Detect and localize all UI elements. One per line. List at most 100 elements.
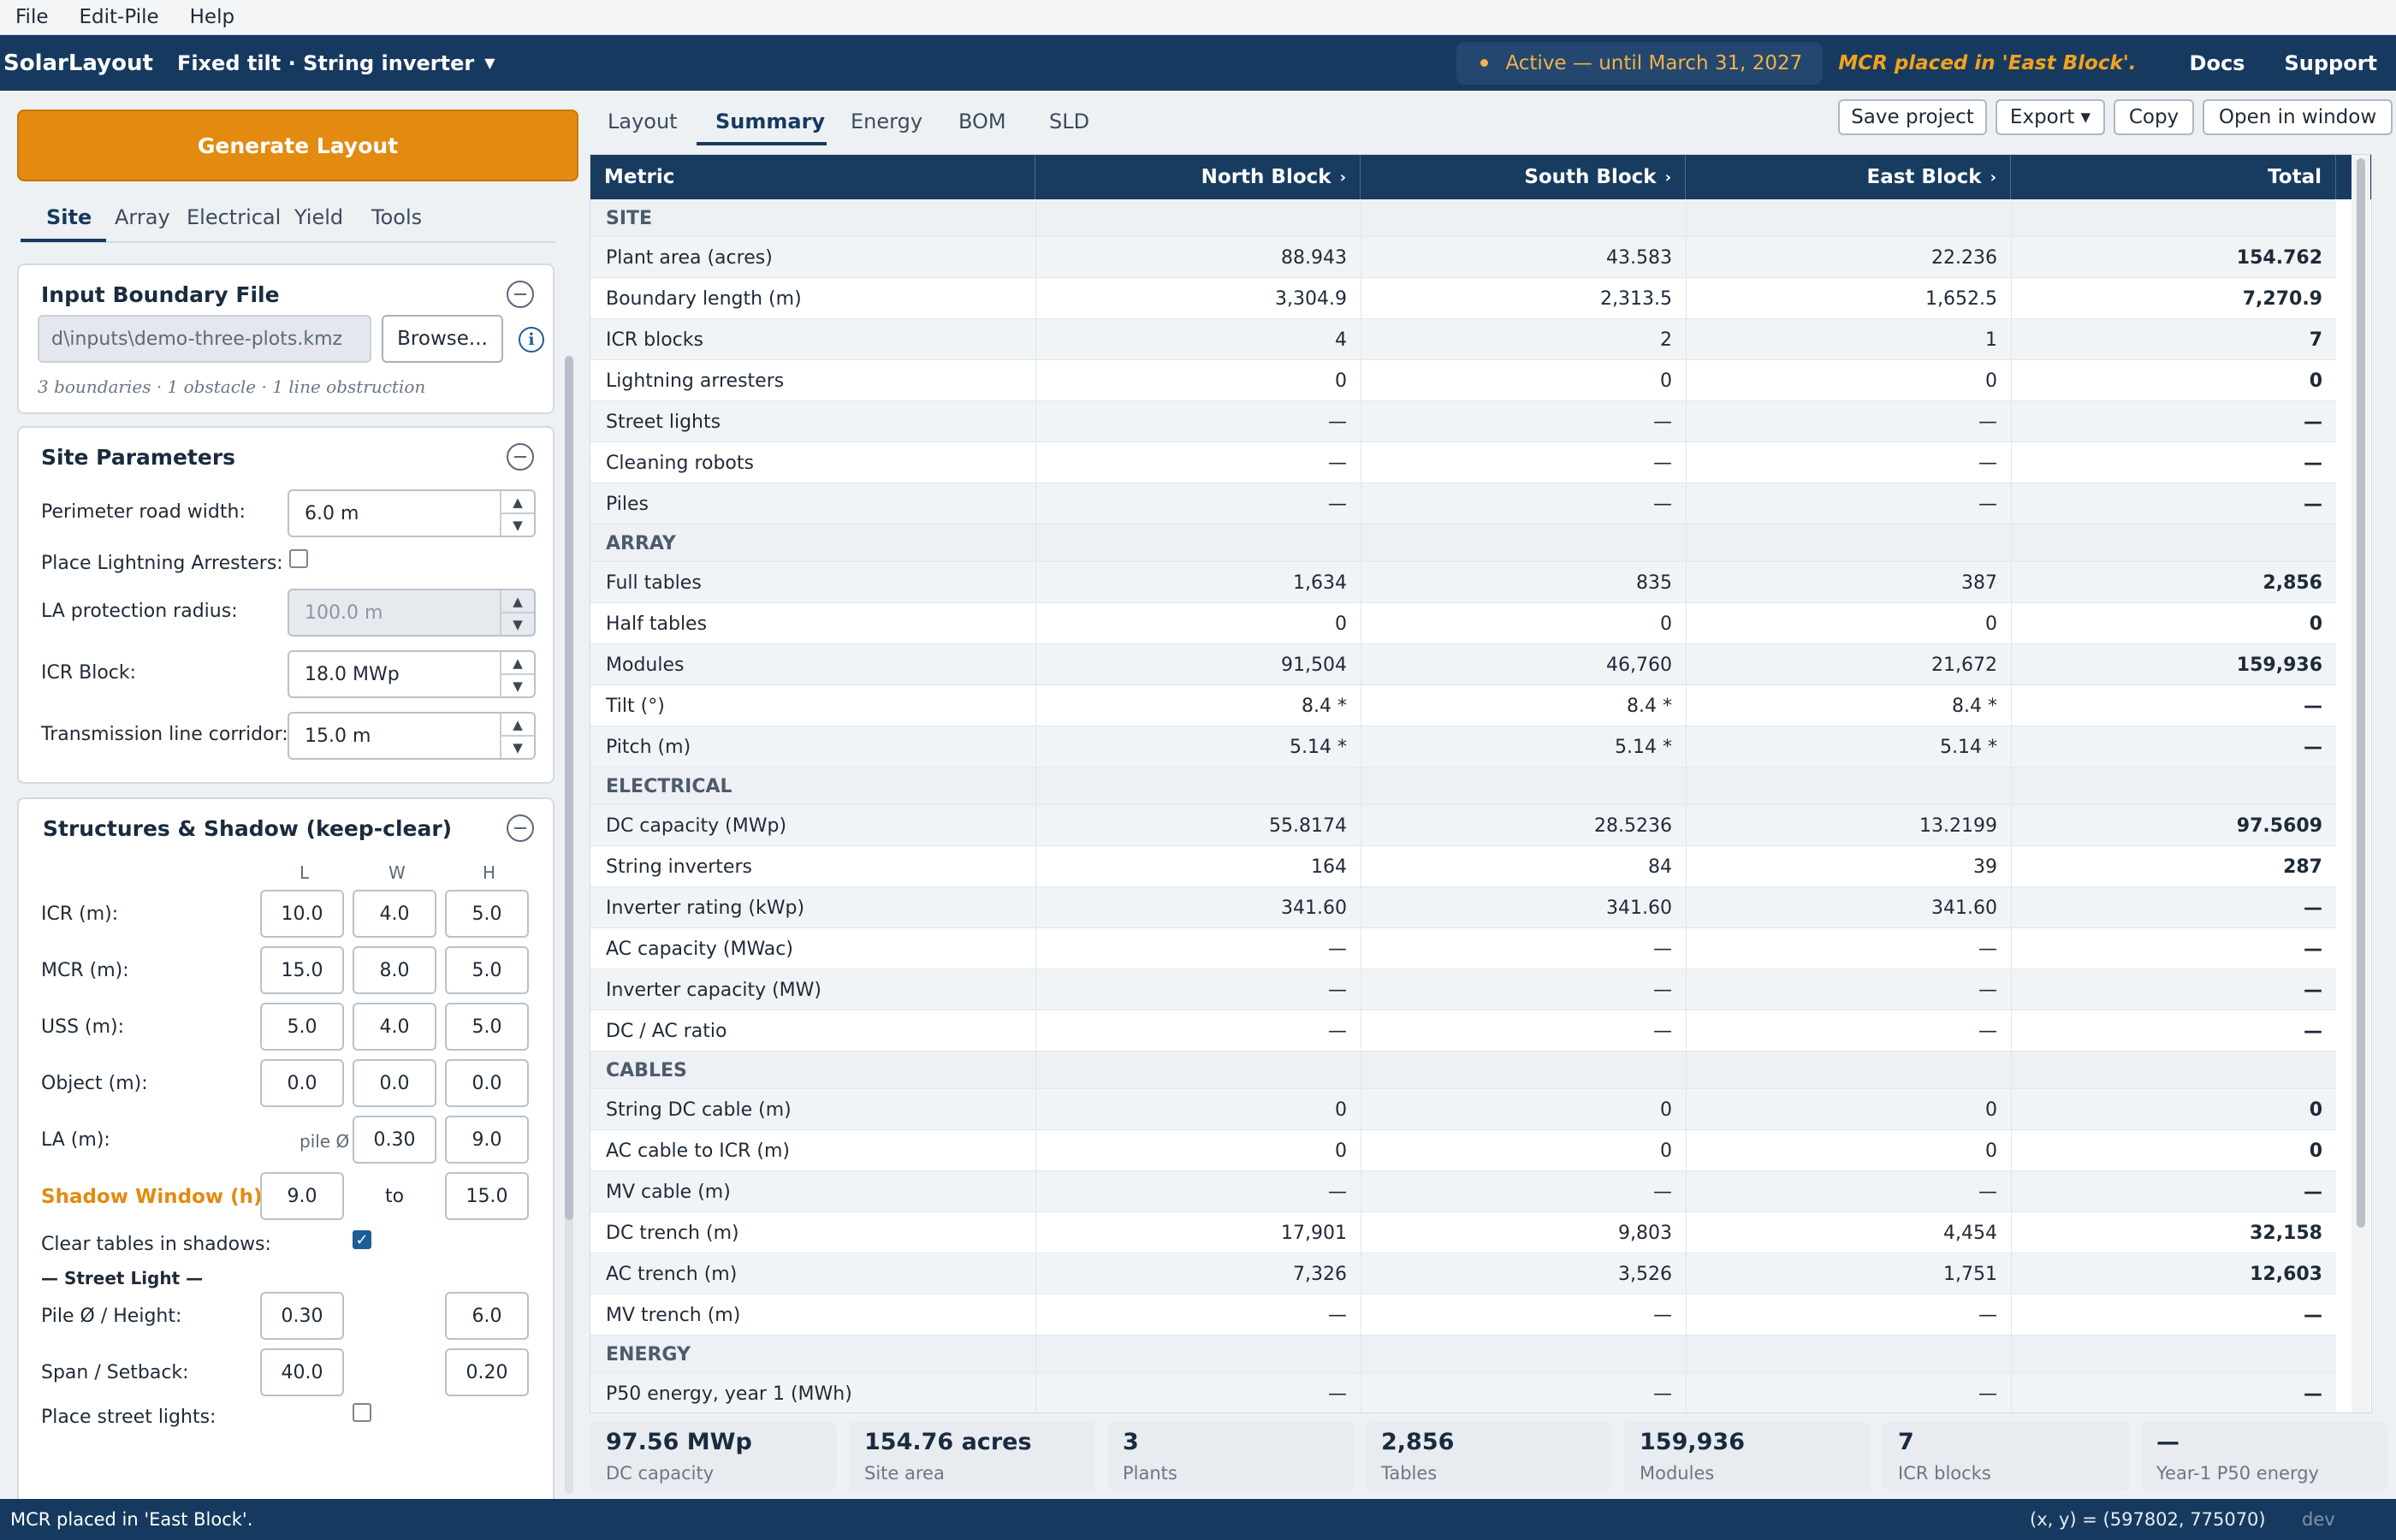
icr-length-input[interactable]: 10.0 <box>260 890 344 938</box>
chevron-up-icon[interactable]: ▲ <box>501 652 534 675</box>
left-scrollbar[interactable] <box>565 356 573 1494</box>
menu-edit-pile[interactable]: Edit-Pile <box>79 6 159 28</box>
chevron-down-icon[interactable]: ▼ <box>513 517 523 533</box>
tab-layout[interactable]: Layout <box>608 110 678 133</box>
collapse-icon[interactable] <box>507 281 534 308</box>
total-value: 0 <box>2309 1099 2322 1121</box>
object-length-input[interactable]: 0.0 <box>260 1059 344 1107</box>
menu-file[interactable]: File <box>15 6 49 28</box>
icr-width-input[interactable]: 4.0 <box>353 890 436 938</box>
card-value: 2,856 <box>1381 1429 1455 1455</box>
east-value: 13.2199 <box>1919 814 1997 837</box>
object-height-input[interactable]: 0.0 <box>445 1059 529 1107</box>
mcr-width-input[interactable]: 8.0 <box>353 946 436 994</box>
icr-block-input[interactable]: 18.0 MWp ▲ ▼ <box>288 650 536 698</box>
scroll-thumb[interactable] <box>565 356 573 1220</box>
north-value: — <box>1328 493 1347 515</box>
col-metric[interactable]: Metric <box>590 155 1035 199</box>
uss-width-input[interactable]: 4.0 <box>353 1003 436 1051</box>
chevron-up-icon[interactable]: ▲ <box>501 714 534 737</box>
metric-label: Inverter rating (kWp) <box>606 897 805 919</box>
chevron-down-icon[interactable]: ▼ <box>513 616 523 632</box>
la-radius-label: LA protection radius: <box>41 601 238 622</box>
place-street-lights-checkbox[interactable] <box>353 1403 371 1422</box>
la-radius-input[interactable]: 100.0 m ▲ ▼ <box>288 589 536 637</box>
save-project-button[interactable]: Save project <box>1838 99 1987 135</box>
south-value: 2 <box>1660 329 1672 351</box>
chevron-down-icon[interactable]: ▼ <box>513 678 523 694</box>
sl-setback-input[interactable]: 0.20 <box>445 1348 529 1396</box>
la-pile-dia-input[interactable]: 0.30 <box>353 1116 436 1164</box>
mcr-length-input[interactable]: 15.0 <box>260 946 344 994</box>
site-area-card: 154.76 acres Site area <box>849 1422 1095 1490</box>
sl-span-input[interactable]: 40.0 <box>260 1348 344 1396</box>
north-value: 55.8174 <box>1269 814 1347 837</box>
tab-summary[interactable]: Summary <box>715 110 826 133</box>
export-button[interactable]: Export ▾ <box>1996 99 2105 135</box>
table-row: AC cable to ICR (m) 0 0 0 0 <box>590 1130 2336 1171</box>
east-value: 0 <box>1985 613 1997 635</box>
tab-site[interactable]: Site <box>46 205 92 229</box>
metric-label: Pitch (m) <box>606 736 691 758</box>
uss-length-input[interactable]: 5.0 <box>260 1003 344 1051</box>
generate-layout-button[interactable]: Generate Layout <box>17 110 578 181</box>
place-la-checkbox[interactable] <box>289 549 308 568</box>
north-value: — <box>1328 1383 1347 1405</box>
plants-card: 3 Plants <box>1107 1422 1354 1490</box>
metric-label: AC trench (m) <box>606 1263 738 1285</box>
sl-height-input[interactable]: 6.0 <box>445 1292 529 1340</box>
modules-card: 159,936 Modules <box>1624 1422 1871 1490</box>
shadow-end-input[interactable]: 15.0 <box>445 1172 529 1220</box>
tab-yield[interactable]: Yield <box>294 205 344 229</box>
support-link[interactable]: Support <box>2284 50 2377 75</box>
table-row: Lightning arresters 0 0 0 0 <box>590 360 2336 401</box>
uss-height-input[interactable]: 5.0 <box>445 1003 529 1051</box>
shadow-start-input[interactable]: 9.0 <box>260 1172 344 1220</box>
clear-shadows-label: Clear tables in shadows: <box>41 1234 271 1255</box>
boundary-file-input[interactable]: d\inputs\demo-three-plots.kmz <box>38 315 371 363</box>
browse-button[interactable]: Browse... <box>382 315 503 363</box>
col-total[interactable]: Total <box>2011 155 2336 199</box>
tab-array[interactable]: Array <box>115 205 170 229</box>
la-height-input[interactable]: 9.0 <box>445 1116 529 1164</box>
chevron-up-icon[interactable]: ▲ <box>501 491 534 514</box>
perimeter-label: Perimeter road width: <box>41 501 246 523</box>
scroll-thumb[interactable] <box>2357 158 2365 1228</box>
south-value: — <box>1653 411 1672 433</box>
metric-label: MV trench (m) <box>606 1304 741 1326</box>
table-row: Piles — — — — <box>590 483 2336 524</box>
open-in-window-button[interactable]: Open in window <box>2203 99 2393 135</box>
tab-electrical[interactable]: Electrical <box>187 205 282 229</box>
col-east-block[interactable]: East Block › <box>1686 155 2011 199</box>
chevron-down-icon[interactable]: ▼ <box>513 739 523 755</box>
tab-sld[interactable]: SLD <box>1049 110 1090 133</box>
card-label: Site area <box>864 1463 945 1484</box>
icr-height-input[interactable]: 5.0 <box>445 890 529 938</box>
tl-corridor-input[interactable]: 15.0 m ▲ ▼ <box>288 712 536 760</box>
tab-energy[interactable]: Energy <box>851 110 923 133</box>
north-value: 5.14 * <box>1290 736 1347 758</box>
info-icon[interactable]: i <box>519 327 544 352</box>
metric-label: DC capacity (MWp) <box>606 814 787 837</box>
mode-selector[interactable]: Fixed tilt · String inverter ▼ <box>177 51 495 75</box>
menu-help[interactable]: Help <box>189 6 235 28</box>
metric-label: Boundary length (m) <box>606 287 802 310</box>
copy-button[interactable]: Copy <box>2114 99 2194 135</box>
chevron-up-icon[interactable]: ▲ <box>501 590 534 613</box>
metric-label: DC / AC ratio <box>606 1020 727 1042</box>
object-width-input[interactable]: 0.0 <box>353 1059 436 1107</box>
pile-height-label: Pile Ø / Height: <box>41 1306 182 1327</box>
col-south-block[interactable]: South Block › <box>1361 155 1686 199</box>
table-scrollbar[interactable] <box>2352 155 2370 1413</box>
tab-tools[interactable]: Tools <box>371 205 423 229</box>
docs-link[interactable]: Docs <box>2189 50 2245 75</box>
sl-pile-dia-input[interactable]: 0.30 <box>260 1292 344 1340</box>
collapse-icon[interactable] <box>507 443 534 471</box>
collapse-icon[interactable] <box>507 814 534 842</box>
south-value: 43.583 <box>1606 246 1672 269</box>
tab-bom[interactable]: BOM <box>958 110 1006 133</box>
clear-shadows-checkbox[interactable]: ✓ <box>353 1230 371 1249</box>
perimeter-road-input[interactable]: 6.0 m ▲ ▼ <box>288 489 536 537</box>
col-north-block[interactable]: North Block › <box>1035 155 1361 199</box>
mcr-height-input[interactable]: 5.0 <box>445 946 529 994</box>
